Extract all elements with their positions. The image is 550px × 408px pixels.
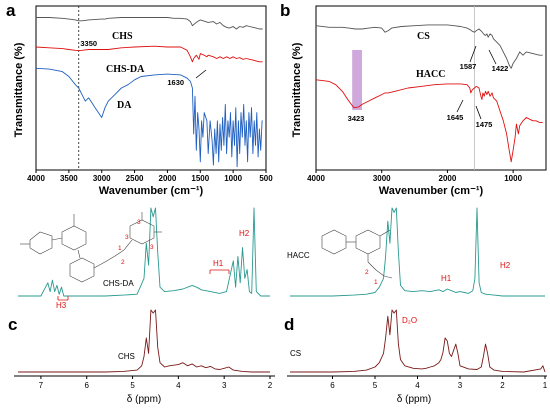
svg-text:3: 3 xyxy=(150,244,154,251)
hacc-structure xyxy=(321,229,393,279)
annotation-1645: 1645 xyxy=(447,113,464,122)
x-tick-label-4: 4 xyxy=(415,381,420,390)
x-tick-label-1000: 1000 xyxy=(504,174,522,183)
nmr-trace-cs xyxy=(290,309,546,373)
x-tick-label-2000: 2000 xyxy=(439,174,457,183)
bracket-h1-c xyxy=(209,269,230,274)
arrow-1645 xyxy=(456,99,464,113)
series-line-cs xyxy=(315,24,543,69)
annotation-1630: 1630 xyxy=(167,78,184,87)
y-axis-title-a: Transmittance (%) xyxy=(13,42,25,137)
nmr-trace-chs-da xyxy=(18,207,270,297)
x-tick-label-5: 5 xyxy=(373,381,378,390)
annotation-1422: 1422 xyxy=(492,64,509,73)
arrow-1630 xyxy=(195,69,207,79)
x-tick-label-6: 6 xyxy=(85,381,90,390)
trace-label-cs: CS xyxy=(290,349,301,358)
x-axis-title-b: Wavenumber (cm⁻¹) xyxy=(379,185,484,197)
plot-frame-b xyxy=(315,5,547,171)
label-h1-c: H1 xyxy=(213,259,224,268)
annotation-3423: 3423 xyxy=(348,114,365,123)
arrow-1587 xyxy=(469,45,477,63)
x-axis-title-c: δ (ppm) xyxy=(127,394,161,405)
nmr-trace-hacc xyxy=(290,207,545,297)
x-tick-label-5: 5 xyxy=(130,381,135,390)
series-label-hacc: HACC xyxy=(416,69,445,80)
ftir-chart-b: Transmittance (%) Wavenumber (cm⁻¹) 4000… xyxy=(291,5,547,197)
annotation-1587: 1587 xyxy=(460,62,477,71)
series-label-cs: CS xyxy=(417,31,430,42)
series-group-b xyxy=(315,24,543,163)
label-h2-d: H2 xyxy=(500,261,511,270)
trace-label-hacc: HACC xyxy=(287,251,310,260)
panel-letter-c: c xyxy=(8,315,17,334)
panel-letter-d: d xyxy=(284,315,294,334)
x-axis-title-a: Wavenumber (cm⁻¹) xyxy=(99,185,204,197)
x-tick-label-7: 7 xyxy=(39,381,44,390)
svg-text:3: 3 xyxy=(125,234,129,241)
bracket-h3-c xyxy=(57,296,69,301)
series-line-hacc xyxy=(315,79,543,163)
x-ticks-c: 7 6 5 4 3 2 xyxy=(39,376,273,390)
svg-text:3: 3 xyxy=(137,219,141,226)
hacc-structure-numbers: 2 1 xyxy=(365,269,378,286)
x-tick-label-3000: 3000 xyxy=(373,174,391,183)
nmr-chart-c: 7 6 5 4 3 2 δ (ppm) CHS-DA CHS H1 H2 H3 1 xyxy=(14,207,275,405)
panel-letter-b: b xyxy=(280,1,290,20)
series-group-d xyxy=(290,207,546,373)
x-tick-label-3: 3 xyxy=(222,381,227,390)
svg-text:1: 1 xyxy=(374,279,378,286)
label-h3-c: H3 xyxy=(56,301,67,310)
highlight-band-3423 xyxy=(352,50,362,110)
x-axis-title-d: δ (ppm) xyxy=(397,394,431,405)
series-group-c xyxy=(18,207,270,373)
annotation-1475: 1475 xyxy=(476,120,493,129)
x-tick-label-2500: 2500 xyxy=(126,174,144,183)
y-axis-title-b: Transmittance (%) xyxy=(291,42,303,137)
chs-da-structure xyxy=(20,212,162,283)
trace-label-chs-da: CHS-DA xyxy=(103,279,134,288)
x-tick-label-3500: 3500 xyxy=(60,174,78,183)
x-ticks-d: 6 5 4 3 2 1 xyxy=(330,376,548,390)
x-tick-label-3000: 3000 xyxy=(93,174,111,183)
x-ticks-b: 4000 3000 2000 1000 xyxy=(307,170,523,183)
label-h2-c: H2 xyxy=(239,229,250,238)
x-tick-label-4: 4 xyxy=(176,381,181,390)
x-ticks-a: 4000 3500 3000 2500 2000 1500 1000 500 xyxy=(27,170,273,183)
series-group-a xyxy=(35,17,263,168)
svg-text:2: 2 xyxy=(365,269,369,276)
x-tick-label-4000: 4000 xyxy=(307,174,325,183)
x-tick-label-3: 3 xyxy=(458,381,463,390)
series-label-chs-da: CHS-DA xyxy=(106,64,145,75)
x-tick-label-4000: 4000 xyxy=(27,174,45,183)
series-label-chs: CHS xyxy=(112,31,133,42)
label-d2o: D₂O xyxy=(402,316,417,325)
svg-text:2: 2 xyxy=(121,259,125,266)
x-tick-label-2: 2 xyxy=(500,381,505,390)
annotation-3350: 3350 xyxy=(80,39,97,48)
nmr-trace-chs xyxy=(18,309,270,373)
series-label-da: DA xyxy=(117,100,132,111)
trace-label-chs: CHS xyxy=(118,352,135,361)
x-tick-label-2: 2 xyxy=(268,381,273,390)
x-tick-label-1500: 1500 xyxy=(191,174,209,183)
panel-letter-a: a xyxy=(6,1,16,20)
series-line-da xyxy=(35,67,263,168)
label-h1-d: H1 xyxy=(441,274,452,283)
x-tick-label-6: 6 xyxy=(330,381,335,390)
arrow-1422 xyxy=(488,49,497,65)
ftir-chart-a: Transmittance (%) Wavenumber (cm⁻¹) 4000… xyxy=(13,5,273,197)
x-tick-label-2000: 2000 xyxy=(159,174,177,183)
x-tick-label-1000: 1000 xyxy=(224,174,242,183)
svg-text:1: 1 xyxy=(118,245,122,252)
arrow-1475 xyxy=(475,105,482,120)
chs-da-structure-numbers: 1 2 3 3 3 xyxy=(118,219,154,266)
series-line-chs xyxy=(36,17,263,30)
series-line-chs-da xyxy=(35,45,263,63)
x-tick-label-1: 1 xyxy=(543,381,548,390)
x-tick-label-500: 500 xyxy=(259,174,273,183)
plot-frame-a xyxy=(35,5,267,171)
